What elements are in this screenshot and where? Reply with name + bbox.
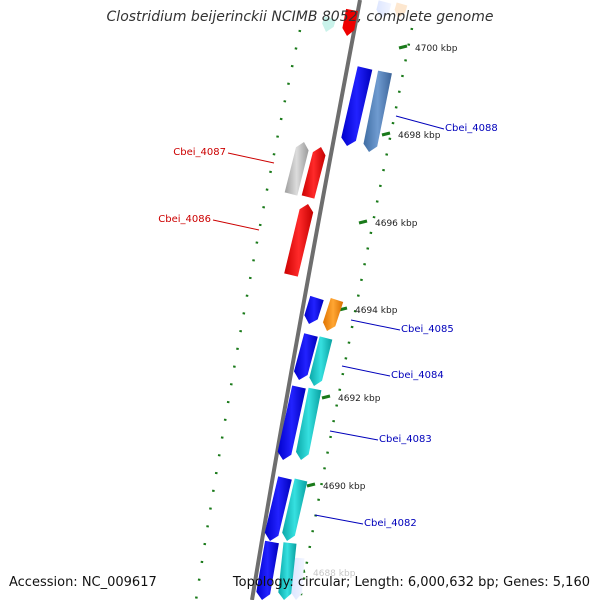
ruler-tick-label: 4698 kbp xyxy=(398,131,441,141)
partial-gene-arrow xyxy=(376,0,392,19)
faint-gene-layer xyxy=(291,0,408,600)
gene-leader-line xyxy=(350,319,401,331)
gene-label-group: Cbei_4083 xyxy=(329,430,432,445)
partial-gene-arrow xyxy=(291,557,305,600)
ruler-tick: 4690 kbp xyxy=(306,482,366,492)
gene-leader-line xyxy=(212,219,260,231)
gene-arrow-cbei-4084 xyxy=(309,336,333,386)
tick-layer: 4700 kbp 4698 kbp 4696 kbp 4694 kbp 4692 kbp… xyxy=(296,44,458,579)
gene-label[interactable]: Cbei_4084 xyxy=(391,370,444,381)
gene-label-layer: Cbei_4088 Cbei_4087 Cbei_4086 Cbei_4085 Cbei… xyxy=(158,115,498,529)
ruler-tick-label: 4700 kbp xyxy=(415,44,458,54)
genome-summary-text: Topology: circular; Length: 6,000,632 bp… xyxy=(232,575,590,590)
gene-label[interactable]: Cbei_4085 xyxy=(401,324,454,335)
gene-arrow-cbei-4088 xyxy=(363,70,392,152)
gene-layer xyxy=(256,66,392,600)
partial-gene-arrow xyxy=(394,2,408,18)
map-title: Clostridium beijerinckii NCIMB 8052, com… xyxy=(106,9,494,25)
gene-arrow xyxy=(278,542,297,600)
gene-label-group: Cbei_4086 xyxy=(158,214,260,231)
partial-gene-arrow xyxy=(322,16,336,32)
ruler-tick-label: 4690 kbp xyxy=(323,482,366,492)
gene-label[interactable]: Cbei_4088 xyxy=(445,123,498,134)
gene-arrow xyxy=(284,142,309,196)
genome-backbone xyxy=(250,0,362,601)
gene-arrow-cbei-4086 xyxy=(284,204,314,277)
ruler-tick-label: 4696 kbp xyxy=(375,219,418,229)
gene-label-group: Cbei_4088 xyxy=(395,115,498,134)
gene-arrow-cbei-4087 xyxy=(301,147,326,199)
gene-leader-line xyxy=(329,430,379,441)
ruler-tick-label: 4688 kbp xyxy=(313,569,356,579)
gene-label-group: Cbei_4087 xyxy=(173,147,275,164)
gene-label-group: Cbei_4084 xyxy=(341,365,444,381)
gene-arrow xyxy=(304,295,324,324)
gene-arrow xyxy=(294,333,318,380)
ruler-tick-label: 4694 kbp xyxy=(355,306,398,316)
partial-gene-arrow xyxy=(342,8,358,36)
gene-arrow xyxy=(264,476,292,541)
ruler-tick: 4700 kbp xyxy=(398,44,458,54)
gene-arrow-cbei-4085 xyxy=(323,298,344,331)
ruler-tick: 4696 kbp xyxy=(358,219,418,229)
ruler-tick: 4694 kbp xyxy=(338,306,398,316)
gene-label-group: Cbei_4085 xyxy=(350,319,454,335)
gene-arrow-cbei-4083 xyxy=(296,387,322,460)
gene-label[interactable]: Cbei_4082 xyxy=(364,518,417,529)
ruler-tick: 4698 kbp xyxy=(381,131,441,141)
gene-arrow xyxy=(256,540,279,600)
gene-arrow-cbei-4082 xyxy=(282,478,308,541)
gene-label-group: Cbei_4082 xyxy=(314,514,417,529)
gene-leader-line xyxy=(395,115,445,130)
gene-label[interactable]: Cbei_4086 xyxy=(158,214,211,225)
gene-leader-line xyxy=(227,152,275,164)
ruler-tick-label: 4692 kbp xyxy=(338,394,381,404)
gene-arrow xyxy=(341,66,373,146)
ruler-tick: 4692 kbp xyxy=(321,394,381,404)
gene-label[interactable]: Cbei_4083 xyxy=(379,434,432,445)
gene-leader-line xyxy=(314,514,364,525)
inner-ruler xyxy=(194,29,302,601)
gene-label[interactable]: Cbei_4087 xyxy=(173,147,226,158)
accession-text: Accession: NC_009617 xyxy=(9,575,157,590)
gene-arrow xyxy=(277,385,306,460)
gene-leader-line xyxy=(341,365,391,377)
